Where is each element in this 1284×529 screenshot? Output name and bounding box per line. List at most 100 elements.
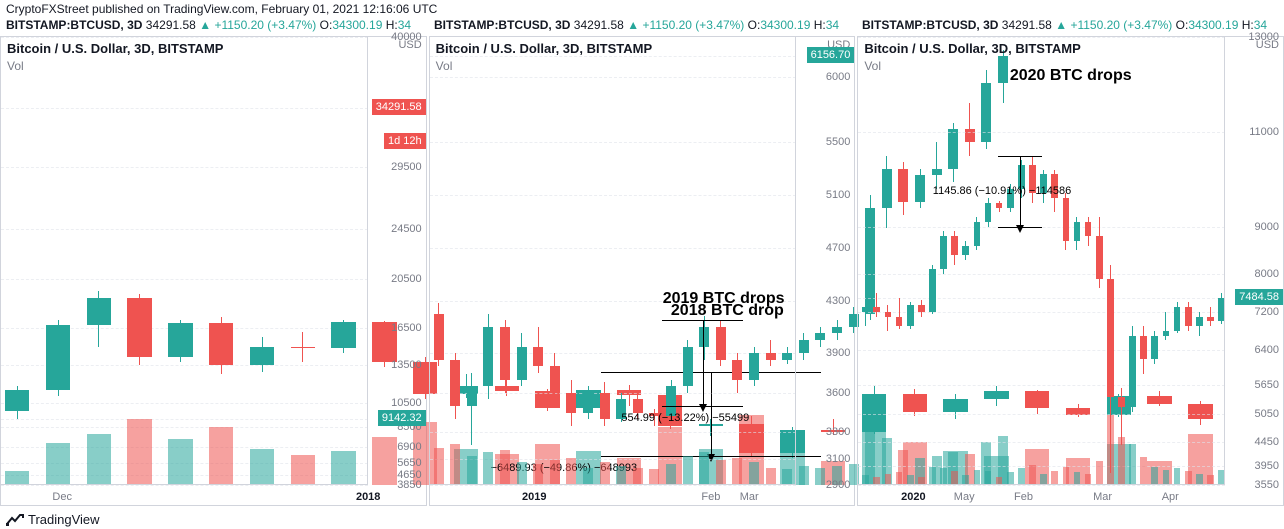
price-badge: 1d 12h [384, 133, 426, 149]
price-badge: 34291.58 [372, 99, 426, 115]
gridline [430, 393, 797, 395]
chart-title: Bitcoin / U.S. Dollar, 3D, BITSTAMP [7, 41, 223, 56]
last-price: 34291.58 [146, 18, 196, 32]
volume-bar [583, 468, 593, 486]
change-value: +1150.20 (+3.47%) [214, 18, 316, 32]
y-tick-label: 40000 [391, 31, 422, 43]
gridline [1, 403, 368, 405]
y-tick-label: 5050 [1255, 408, 1279, 420]
gridline [858, 298, 1225, 300]
panel-header: BITSTAMP:BTCUSD, 3D 34291.58 ▲ +1150.20 … [0, 18, 428, 36]
high-value: 34 [826, 18, 839, 32]
volume-bar [209, 427, 233, 485]
gridline [1, 419, 368, 421]
symbol-label: BITSTAMP:BTCUSD, 3D [6, 18, 142, 32]
volume-bar [483, 452, 493, 485]
volume-bar [87, 434, 111, 485]
tradingview-icon [6, 514, 24, 526]
y-tick-label: 16500 [391, 322, 422, 334]
gridline [858, 385, 1225, 387]
header-row: BITSTAMP:BTCUSD, 3D 34291.58 ▲ +1150.20 … [0, 18, 1284, 36]
volume-bar [974, 470, 981, 485]
plot-area[interactable]: Bitcoin / U.S. Dollar, 3D, BITSTAMPVol20… [858, 37, 1225, 485]
y-tick-label: 3600 [826, 387, 850, 399]
symbol-label: BITSTAMP:BTCUSD, 3D [434, 18, 570, 32]
y-tick-label: 3300 [826, 426, 850, 438]
volume-bar [951, 471, 958, 485]
volume-bar [500, 450, 510, 485]
annotation-label: 2019 BTC drops [663, 290, 785, 308]
volume-bar [168, 439, 192, 485]
high-label: H: [386, 18, 398, 32]
volume-bar [749, 462, 759, 485]
gridline [858, 274, 1225, 276]
change-value: +1150.20 (+3.47%) [642, 18, 744, 32]
x-axis[interactable]: 2019MarMay [430, 484, 797, 505]
volume-bar [649, 469, 659, 485]
y-tick-label: 3850 [397, 479, 421, 491]
chart-panel[interactable]: Bitcoin / U.S. Dollar, 3D, BITSTAMPVol20… [857, 36, 1284, 506]
y-tick-label: 3950 [1255, 460, 1279, 472]
plot-area[interactable]: Bitcoin / U.S. Dollar, 3D, BITSTAMPVol20… [1, 37, 368, 485]
open-value: 34300.19 [1188, 18, 1238, 32]
chart-panel[interactable]: Bitcoin / U.S. Dollar, 3D, BITSTAMPVol20… [0, 36, 427, 506]
high-value: 34 [398, 18, 411, 32]
y-axis[interactable]: USD6156.76000550051004700430039003600330… [795, 37, 854, 485]
y-tick-label: 8000 [1255, 268, 1279, 280]
gridline [858, 414, 1225, 416]
x-tick-label: Apr [1162, 491, 1179, 503]
open-label: O: [320, 18, 333, 32]
gridline [1, 37, 368, 39]
y-tick-label: 13000 [1248, 31, 1279, 43]
volume-bar [666, 464, 676, 485]
y-tick-label: 3900 [826, 347, 850, 359]
chart-panel[interactable]: Bitcoin / U.S. Dollar, 3D, BITSTAMPVol20… [429, 36, 856, 506]
y-axis[interactable]: USD4000034291.58295002450020500165001350… [367, 37, 426, 485]
y-tick-label: 2900 [826, 479, 850, 491]
gridline [430, 77, 797, 79]
volume-bar [633, 468, 643, 486]
volume-bar [1163, 470, 1170, 485]
volume-bar [250, 449, 274, 485]
y-tick-label: 6000 [826, 71, 850, 83]
y-axis[interactable]: USD1300011000900080007484.58720064005650… [1224, 37, 1283, 485]
gridline [858, 350, 1225, 352]
symbol-label: BITSTAMP:BTCUSD, 3D [862, 18, 998, 32]
volume-bar [550, 460, 560, 485]
price-badge: 9142.32 [378, 410, 426, 426]
drop-data-label: 1145.86 (−10.91%) −114586 [933, 185, 1071, 197]
open-value: 34300.19 [332, 18, 382, 32]
change-up-icon: ▲ [627, 18, 639, 32]
y-tick-label: 9000 [1255, 221, 1279, 233]
volume-bar [929, 467, 936, 485]
x-tick-label: Dec [52, 491, 72, 503]
plot-area[interactable]: Bitcoin / U.S. Dollar, 3D, BITSTAMPVol20… [430, 37, 797, 485]
high-label: H: [814, 18, 826, 32]
gridline [1, 279, 368, 281]
y-tick-label: 13500 [391, 359, 422, 371]
y-tick-label: 10500 [391, 397, 422, 409]
gridline [430, 195, 797, 197]
y-tick-label: 5100 [826, 189, 850, 201]
volume-bar [5, 471, 29, 485]
volume-bar [46, 443, 70, 485]
gridline [858, 132, 1225, 134]
open-label: O: [748, 18, 761, 32]
price-badge: 6156.70 [807, 47, 855, 63]
volume-bar [533, 464, 543, 485]
y-tick-label: 6400 [1255, 344, 1279, 356]
volume-bar [1063, 467, 1070, 485]
volume-bar [616, 466, 626, 485]
volume-bar [1185, 471, 1192, 485]
attribution-text: CryptoFXStreet published on TradingView.… [6, 2, 437, 16]
tradingview-logo[interactable]: TradingView [6, 512, 100, 527]
last-price: 34291.58 [574, 18, 624, 32]
open-value: 34300.19 [760, 18, 810, 32]
panels-row: Bitcoin / U.S. Dollar, 3D, BITSTAMPVol20… [0, 36, 1284, 506]
volume-bar [1174, 468, 1181, 485]
x-axis[interactable]: 2020FebApr [858, 484, 1225, 505]
x-axis[interactable]: Dec2018FebMar [1, 484, 368, 505]
volume-bar [782, 469, 792, 485]
change-up-icon: ▲ [1055, 18, 1067, 32]
price-badge: 7484.58 [1235, 289, 1283, 305]
